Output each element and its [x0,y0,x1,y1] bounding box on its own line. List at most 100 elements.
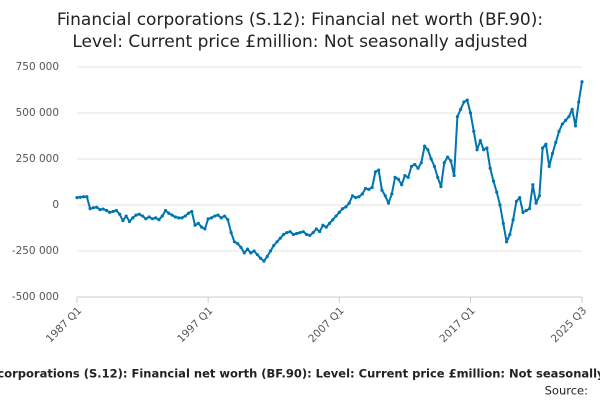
data-point [560,122,564,126]
data-point [419,161,423,165]
data-point [134,213,138,217]
y-tick-label: -250 000 [12,245,59,257]
data-point [114,208,118,213]
data-point [367,187,371,191]
data-point [252,249,256,253]
data-point [363,186,368,191]
data-point [429,157,433,161]
data-point [377,168,381,172]
series-line [76,81,583,263]
data-point [557,129,561,133]
data-point [291,232,296,237]
data-point [186,211,191,215]
data-point [85,195,89,199]
data-point [331,218,335,222]
data-point [177,216,181,220]
data-point [147,215,151,219]
data-point [573,124,578,128]
x-tick-label: 1997 Q1 [175,305,215,345]
data-point [554,140,558,145]
data-point [95,205,99,209]
data-point [357,195,361,199]
data-point [255,253,259,257]
data-point [213,214,217,218]
data-point [439,185,443,189]
data-point [341,207,345,211]
data-point [334,214,338,218]
data-point [245,247,250,251]
data-point [232,240,237,244]
data-point [200,225,204,229]
chart-title: Level: Current price £million: Not seaso… [72,32,527,52]
data-point [501,221,505,225]
data-point [416,166,420,170]
data-point [108,210,112,214]
data-point [478,139,482,143]
y-tick-label: 0 [52,199,59,211]
data-point [452,173,456,178]
data-point [337,210,341,214]
data-point [521,210,525,214]
data-point [580,80,584,84]
data-point [567,115,571,119]
y-tick-label: 750 000 [16,61,59,73]
data-point [344,205,348,209]
data-point [295,231,299,236]
data-point [167,211,171,215]
data-point [564,118,568,122]
data-point [422,144,427,148]
data-point [88,207,92,211]
data-point [249,251,253,255]
data-point [393,175,397,179]
data-point [360,192,364,196]
data-point [445,155,450,159]
data-point [308,233,312,237]
data-point [311,231,315,235]
data-point [236,242,240,246]
data-point [98,208,102,212]
data-point [111,209,115,214]
data-point [547,164,551,168]
data-point [104,208,109,213]
data-point [370,185,374,190]
data-point [436,175,440,179]
data-point [216,213,220,217]
data-point [508,232,512,237]
data-point [78,195,82,199]
data-point [432,164,437,168]
chart-title: Financial corporations (S.12): Financial… [57,10,543,30]
x-tick-label: 1987 Q1 [44,305,84,345]
data-point [127,219,132,224]
data-point [170,213,174,217]
data-point [288,230,292,234]
data-point [413,162,417,167]
data-point [268,249,273,253]
data-point [577,100,581,104]
data-point [160,214,164,218]
data-point [386,201,391,205]
data-point [491,179,496,183]
data-point [304,232,309,237]
data-point [154,216,158,220]
data-point [524,208,528,213]
data-point [472,129,476,133]
x-tick-label: 2025 Q3 [549,305,589,345]
data-point [426,148,430,152]
data-point [380,188,384,192]
data-point [285,231,289,235]
data-point [219,216,223,220]
data-point [396,177,400,181]
y-tick-label: 500 000 [16,107,59,119]
data-point [272,243,276,248]
data-point [541,146,545,150]
data-point [462,100,466,104]
data-point [81,195,86,199]
data-point [118,212,122,216]
data-point [482,148,486,152]
data-point [173,215,177,219]
data-point [275,240,279,244]
data-point [144,217,148,221]
data-point [475,148,479,152]
data-point [550,151,555,156]
data-point [324,225,328,229]
